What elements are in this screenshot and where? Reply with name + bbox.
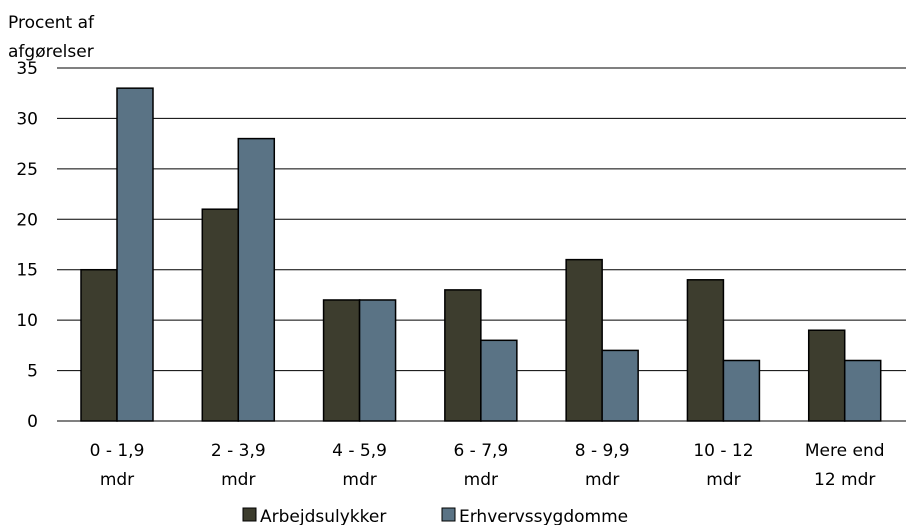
bar-erhvervssygdomme-4 (601, 349, 639, 422)
bar-erhvervssygdomme-3 (480, 339, 518, 422)
legend-swatch-erhvervssygdomme (441, 507, 456, 522)
legend-label-arbejdsulykker: Arbejdsulykker (260, 507, 386, 525)
bar-arbejdsulykker-0 (80, 268, 118, 422)
x-tick-label-6-line-2: 12 mdr (814, 470, 875, 490)
bar-arbejdsulykker-6 (807, 329, 846, 422)
bar-arbejdsulykker-3 (444, 289, 482, 422)
y-axis-title-line-1: Procent af (8, 13, 95, 33)
x-tick-label-6-line-1: Mere end (805, 441, 885, 461)
legend: Arbejdsulykker Erhvervssygdomme (242, 507, 628, 525)
x-tick-label-0-line-2: mdr (100, 470, 134, 490)
y-tick-label-30: 30 (16, 109, 38, 129)
x-tick-label-1-line-2: mdr (221, 470, 255, 490)
y-tick-label-20: 20 (16, 210, 38, 230)
bar-erhvervssygdomme-6 (843, 359, 882, 422)
x-tick-label-4-line-2: mdr (585, 470, 619, 490)
x-tick-label-5-line-1: 10 - 12 (693, 441, 753, 461)
x-tick-label-5-line-2: mdr (706, 470, 740, 490)
y-tick-label-35: 35 (16, 59, 38, 79)
x-axis-ticks: 0 - 1,9 mdr 2 - 3,9 mdr 4 - 5,9 mdr 6 - 7,9 mdr… (90, 441, 885, 490)
y-tick-label-0: 0 (27, 412, 38, 432)
bar-erhvervssygdomme-1 (237, 137, 276, 422)
bar-arbejdsulykker-5 (686, 279, 725, 422)
x-tick-label-4-line-1: 8 - 9,9 (575, 441, 630, 461)
x-tick-label-0-line-1: 0 - 1,9 (90, 441, 145, 461)
x-tick-label-3-line-1: 6 - 7,9 (453, 441, 508, 461)
y-axis-ticks: 0 5 10 15 20 25 30 35 (16, 59, 38, 432)
y-tick-label-5: 5 (27, 362, 38, 382)
x-tick-label-1-line-1: 2 - 3,9 (211, 441, 266, 461)
x-tick-label-2-line-1: 4 - 5,9 (332, 441, 387, 461)
y-axis-title-line-2: afgørelser (8, 42, 94, 62)
bar-erhvervssygdomme-0 (116, 87, 154, 422)
x-tick-label-2-line-2: mdr (342, 470, 376, 490)
bar-erhvervssygdomme-2 (358, 299, 397, 422)
x-tick-label-3-line-2: mdr (464, 470, 498, 490)
y-tick-label-25: 25 (16, 160, 38, 180)
y-tick-label-15: 15 (16, 261, 38, 281)
legend-label-erhvervssygdomme: Erhvervssygdomme (459, 507, 628, 525)
bars (80, 87, 882, 422)
y-tick-label-10: 10 (16, 311, 38, 331)
bar-arbejdsulykker-1 (201, 208, 240, 422)
legend-swatch-arbejdsulykker (242, 507, 257, 522)
bar-arbejdsulykker-4 (565, 258, 603, 422)
bar-erhvervssygdomme-5 (722, 359, 761, 422)
bar-arbejdsulykker-2 (322, 299, 361, 422)
